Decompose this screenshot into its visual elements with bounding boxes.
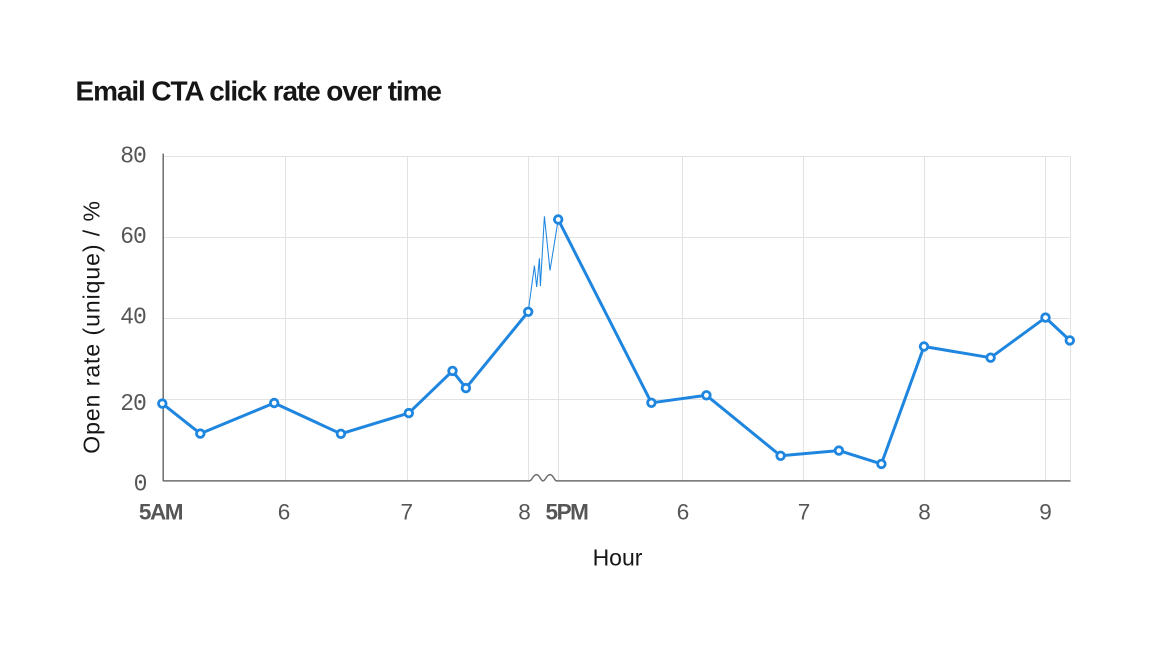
svg-text:9: 9 [1039, 500, 1052, 525]
svg-text:40: 40 [121, 303, 147, 329]
svg-text:8: 8 [518, 500, 531, 525]
svg-text:8: 8 [918, 500, 931, 525]
svg-text:5AM: 5AM [139, 500, 183, 525]
svg-text:5PM: 5PM [545, 500, 588, 525]
svg-text:7: 7 [401, 500, 414, 525]
svg-text:6: 6 [677, 500, 690, 525]
svg-text:Hour: Hour [593, 545, 643, 571]
svg-text:7: 7 [798, 500, 811, 525]
svg-text:60: 60 [121, 222, 147, 248]
svg-text:80: 80 [121, 142, 147, 168]
svg-text:Open rate (unique) / %: Open rate (unique) / % [79, 200, 105, 454]
svg-text:20: 20 [121, 389, 147, 415]
svg-text:6: 6 [278, 500, 291, 525]
svg-text:Email CTA click rate over time: Email CTA click rate over time [76, 75, 442, 106]
